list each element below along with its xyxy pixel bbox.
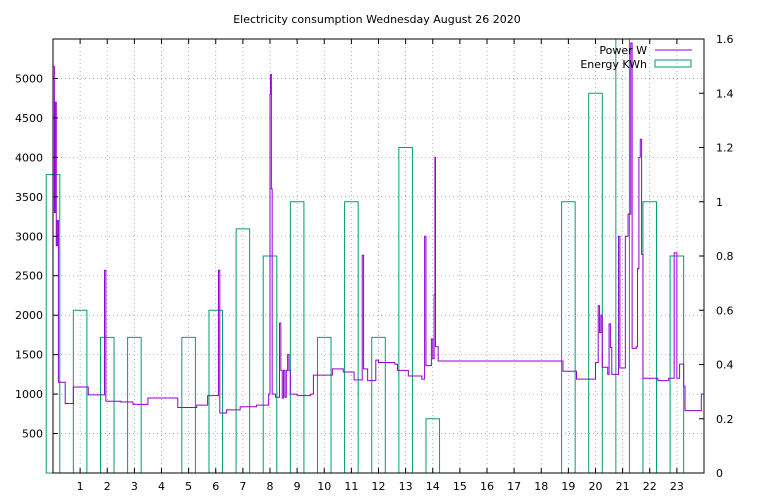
energy-box — [642, 201, 658, 474]
y-tick-label-left: 500 — [22, 428, 43, 441]
y-tick-label-left: 1000 — [15, 388, 43, 401]
x-tick-label: 6 — [212, 480, 219, 493]
x-tick-label: 18 — [534, 480, 548, 493]
x-tick-label: 23 — [670, 480, 684, 493]
x-tick-label: 13 — [399, 480, 413, 493]
x-tick-label: 17 — [507, 480, 521, 493]
x-tick-label: 2 — [104, 480, 111, 493]
y-tick-label-right: 0.6 — [716, 304, 734, 317]
x-tick-label: 21 — [616, 480, 630, 493]
y-tick-label-right: 1 — [716, 196, 723, 209]
x-tick-label: 8 — [267, 480, 274, 493]
y-tick-label-right: 0.8 — [716, 250, 734, 263]
energy-box — [561, 201, 576, 474]
x-tick-label: 10 — [317, 480, 331, 493]
legend-label-power: Power W — [599, 44, 647, 57]
legend-swatch-energy — [654, 59, 692, 68]
power-line — [53, 42, 705, 414]
y-tick-label-right: 0.4 — [716, 359, 734, 372]
energy-box — [235, 228, 251, 474]
x-tick-label: 3 — [131, 480, 138, 493]
energy-box — [316, 336, 332, 474]
y-tick-label-left: 1500 — [15, 349, 43, 362]
x-tick-label: 19 — [561, 480, 575, 493]
y-tick-label-right: 1.4 — [716, 87, 734, 100]
x-tick-label: 7 — [239, 480, 246, 493]
energy-box — [181, 336, 196, 474]
energy-box — [344, 201, 359, 474]
x-tick-label: 16 — [480, 480, 494, 493]
y-tick-label-left: 5000 — [15, 72, 43, 85]
power-series — [53, 42, 705, 414]
grid-lines — [53, 39, 704, 473]
y-tick-label-right: 0.2 — [716, 413, 734, 426]
x-tick-label: 1 — [77, 480, 84, 493]
y-tick-label-left: 2500 — [15, 270, 43, 283]
x-tick-label: 11 — [344, 480, 358, 493]
legend: Power W Energy KWh — [580, 44, 692, 71]
energy-box — [289, 201, 305, 474]
x-tick-label: 12 — [372, 480, 386, 493]
energy-box — [398, 147, 413, 474]
energy-box — [99, 336, 115, 474]
energy-box — [127, 336, 142, 474]
legend-label-energy: Energy KWh — [580, 58, 647, 71]
x-tick-label: 20 — [589, 480, 603, 493]
y-tick-label-left: 3000 — [15, 230, 43, 243]
y-tick-label-right: 0 — [716, 467, 723, 480]
x-tick-label: 9 — [294, 480, 301, 493]
y-tick-label-left: 3500 — [15, 191, 43, 204]
chart-title: Electricity consumption Wednesday August… — [233, 13, 521, 26]
energy-box — [371, 336, 386, 474]
x-tick-label: 15 — [453, 480, 467, 493]
x-tick-label: 5 — [185, 480, 192, 493]
x-tick-label: 22 — [643, 480, 657, 493]
x-tick-label: 4 — [158, 480, 165, 493]
x-tick-label: 14 — [426, 480, 440, 493]
energy-box — [425, 418, 441, 474]
y-tick-label-right: 1.2 — [716, 142, 734, 155]
y-tick-label-left: 2000 — [15, 309, 43, 322]
energy-boxes — [45, 38, 685, 474]
y-tick-label-left: 4500 — [15, 112, 43, 125]
y-tick-label-left: 4000 — [15, 151, 43, 164]
y-tick-label-right: 1.6 — [716, 33, 734, 46]
axis-ticks: 1 2 3 4 5 6 7 8 9 10 11 12 13 14 15 16 17 18 19 20 21 22 23500… — [15, 33, 734, 493]
